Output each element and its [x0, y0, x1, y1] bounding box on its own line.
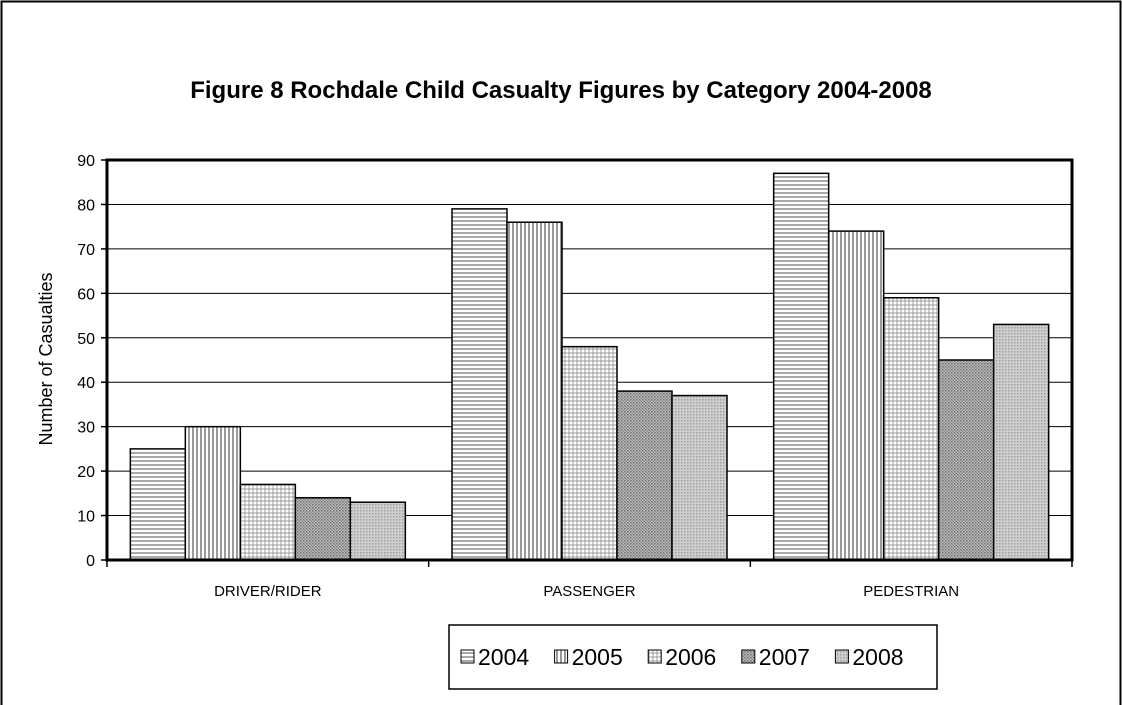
y-axis-title: Number of Casualties	[36, 272, 56, 445]
bar-2005-driver-rider	[184, 425, 242, 561]
legend-label-2008: 2008	[852, 644, 903, 670]
bar-2007-passenger	[616, 390, 673, 561]
y-tick-label: 20	[77, 464, 95, 481]
bars	[129, 172, 1050, 561]
x-axis: DRIVER/RIDER PASSENGER PEDESTRIAN	[106, 560, 1073, 600]
bar-2008-driver-rider	[349, 501, 407, 561]
y-axis-ticks: 0 10 20 30 40 50 60 70 80 90	[77, 153, 107, 570]
bar-2006-pedestrian	[882, 297, 940, 561]
legend	[448, 624, 938, 690]
bar-2005-pedestrian	[827, 230, 885, 561]
x-category-label: PASSENGER	[543, 583, 635, 600]
y-tick-label: 70	[77, 242, 95, 259]
x-category-label: PEDESTRIAN	[863, 583, 959, 600]
bar-2008-passenger	[671, 394, 728, 561]
bar-2008-pedestrian	[992, 323, 1050, 561]
y-tick-label: 10	[77, 509, 95, 526]
plot-area-border	[105, 158, 1074, 562]
y-tick-label: 80	[77, 197, 95, 214]
y-tick-label: 50	[77, 331, 95, 348]
chart-title: Figure 8 Rochdale Child Casualty Figures…	[190, 77, 932, 104]
bar-2004-driver-rider	[129, 448, 187, 561]
y-tick-label: 0	[86, 553, 95, 570]
y-tick-label: 40	[77, 375, 95, 392]
legend-swatch-2004	[460, 649, 475, 664]
y-tick-label: 90	[77, 153, 95, 170]
bar-2007-driver-rider	[294, 497, 352, 561]
legend-items: 2004 2005 2006 2007 2008	[460, 644, 904, 670]
bar-2005-passenger	[506, 221, 563, 561]
legend-label-2005: 2005	[572, 644, 623, 670]
legend-swatch-2006	[647, 649, 662, 664]
legend-swatch-2007	[741, 649, 756, 664]
bar-2007-pedestrian	[937, 359, 995, 561]
y-tick-label: 30	[77, 420, 95, 437]
legend-swatch-2008	[834, 649, 849, 664]
legend-label-2007: 2007	[759, 644, 810, 670]
bar-2006-driver-rider	[239, 483, 297, 561]
y-tick-label: 60	[77, 286, 95, 303]
legend-label-2004: 2004	[478, 644, 529, 670]
legend-label-2006: 2006	[665, 644, 716, 670]
bar-2006-passenger	[561, 345, 618, 561]
x-category-label: DRIVER/RIDER	[214, 583, 322, 600]
bar-2004-passenger	[451, 208, 508, 561]
legend-swatch-2005	[554, 649, 569, 664]
bar-2004-pedestrian	[772, 172, 830, 561]
